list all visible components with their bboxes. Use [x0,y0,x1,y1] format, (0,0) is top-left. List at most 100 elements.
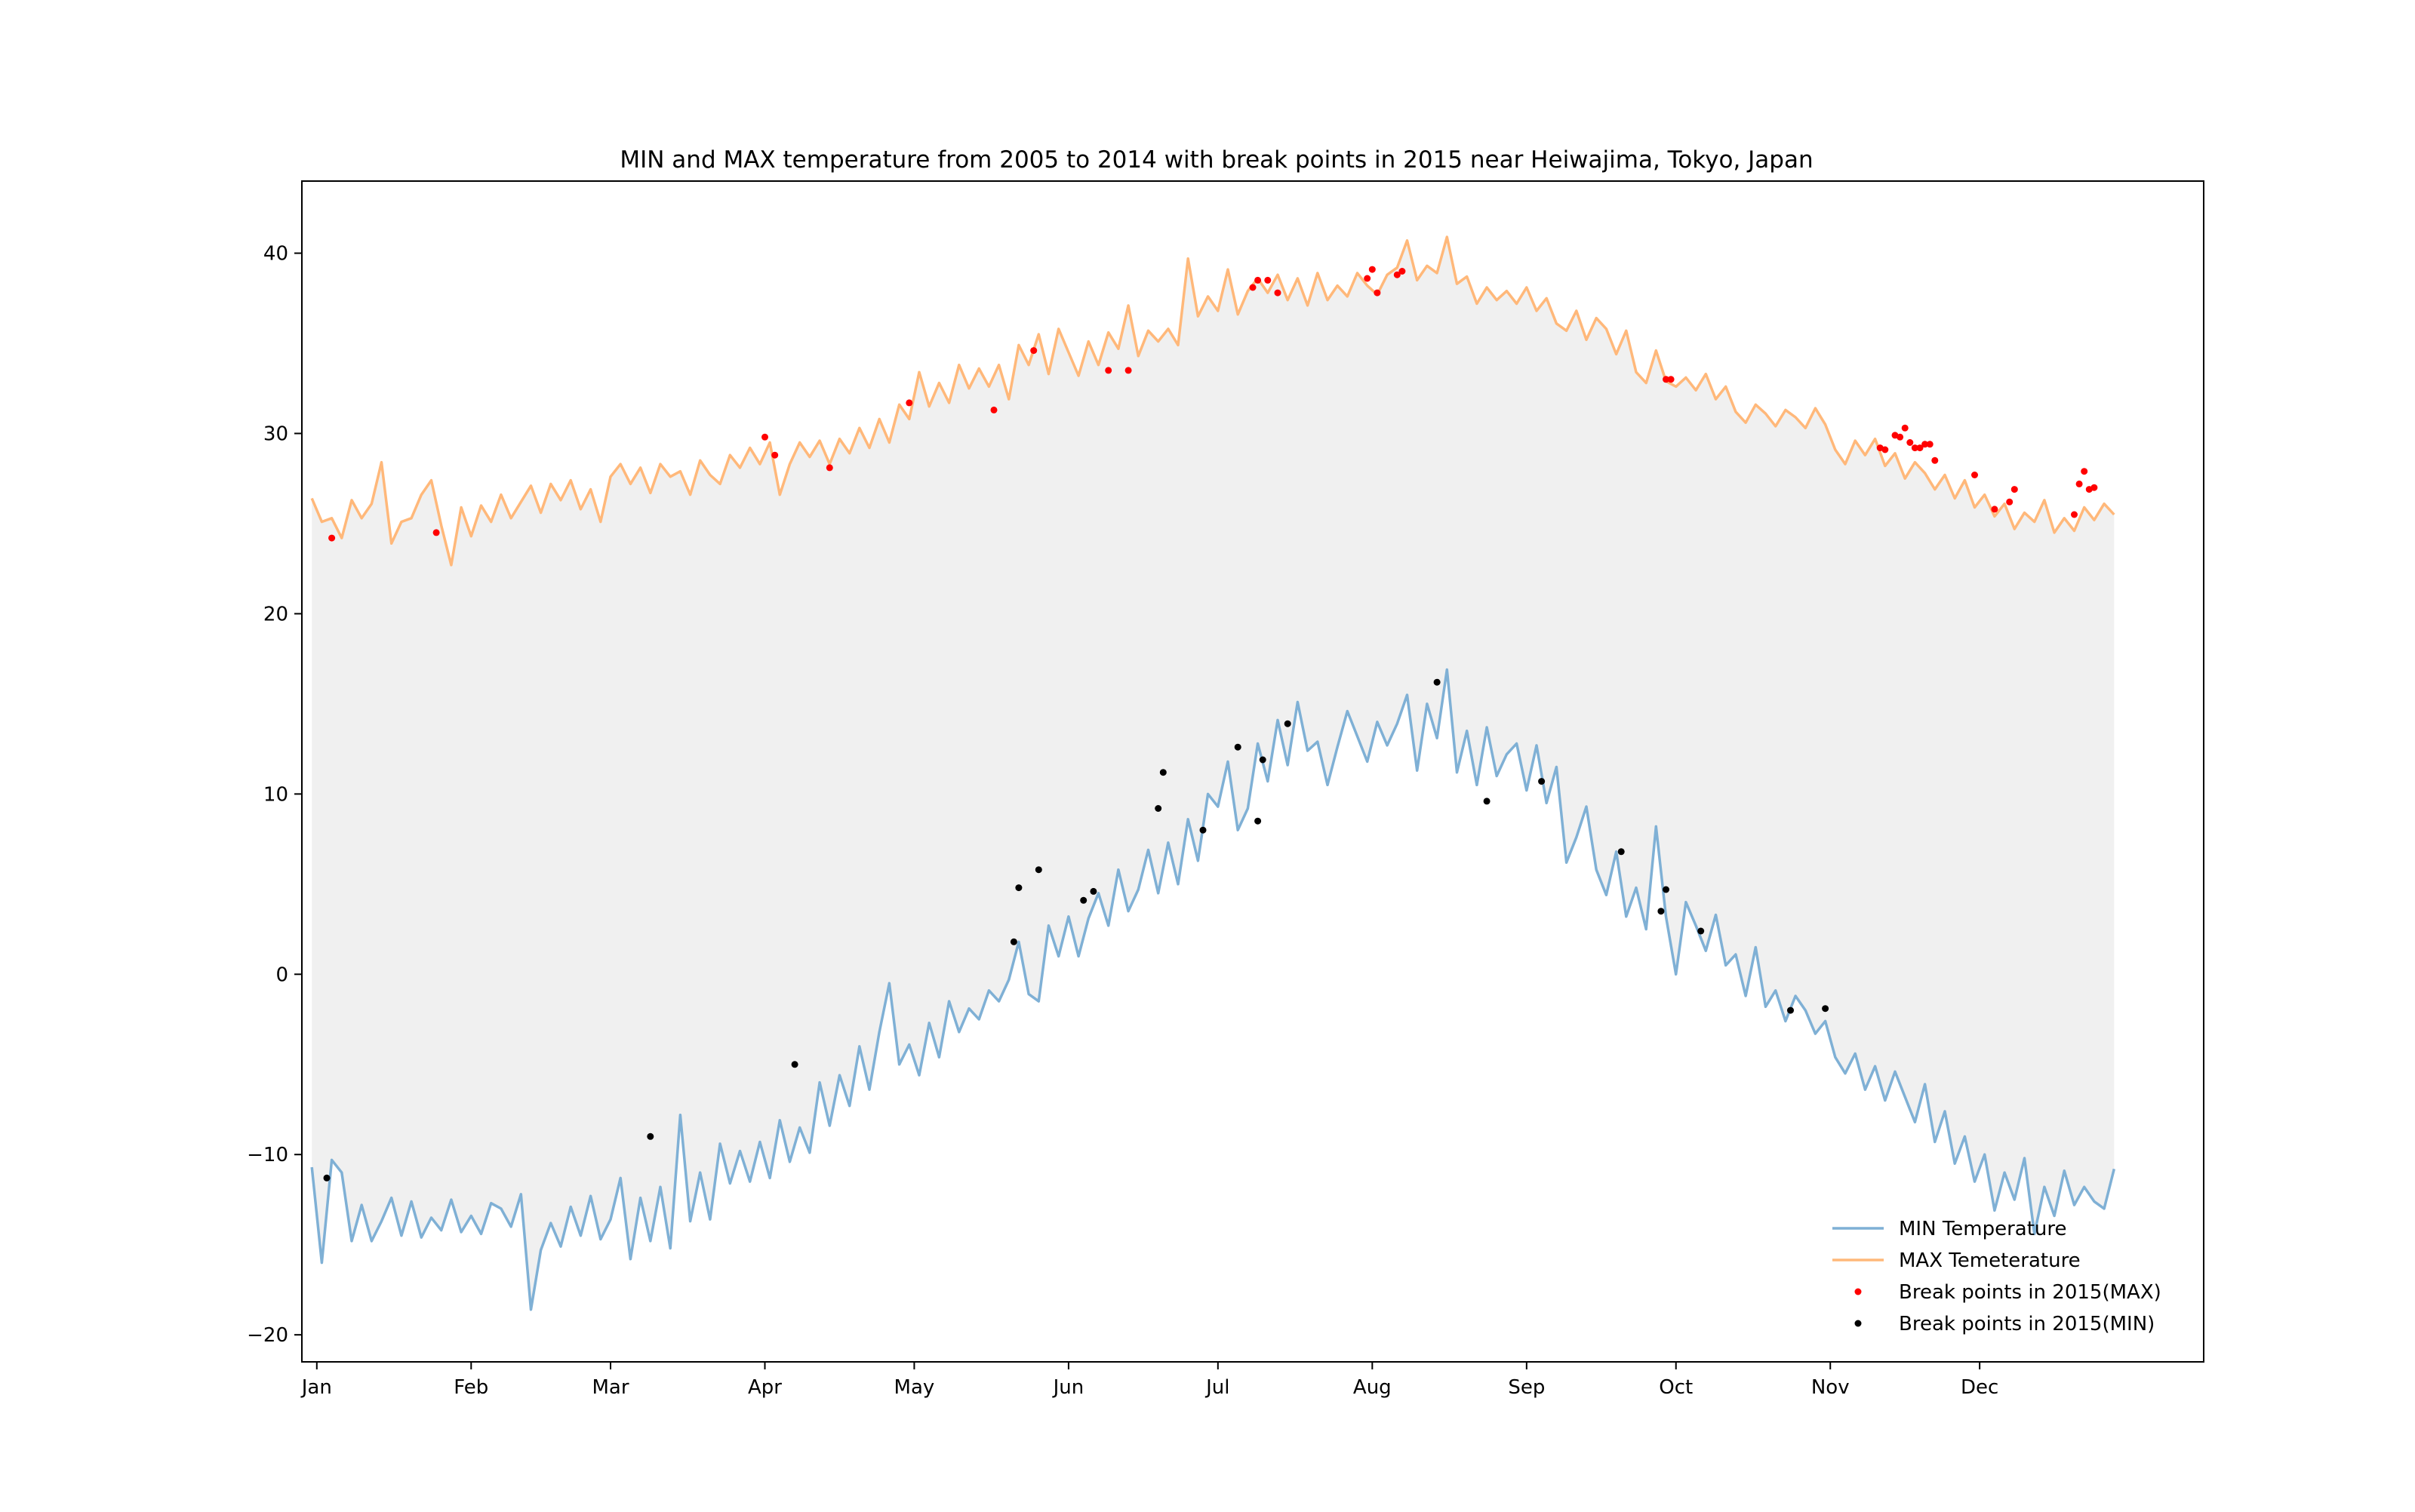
series-line-min-temperature [310,668,2115,1311]
point-break-points-in-2015-max-34 [2006,498,2014,506]
point-break-points-in-2015-max-7 [1030,347,1038,355]
point-break-points-in-2015-max-26 [1906,439,1914,446]
point-break-points-in-2015-min-14 [1284,720,1291,727]
y-tick-label--20: −20 [247,1324,288,1347]
y-tick-label-30: 30 [263,423,288,446]
point-break-points-in-2015-min-7 [1090,887,1097,895]
point-break-points-in-2015-max-10 [1249,284,1257,291]
point-break-points-in-2015-max-3 [771,451,779,459]
point-break-points-in-2015-max-8 [1105,367,1112,374]
y-axis: 40 30 20 10 0 −10 −20 [247,243,302,1347]
point-break-points-in-2015-max-2 [761,433,768,441]
point-break-points-in-2015-min-13 [1259,756,1266,764]
point-break-points-in-2015-max-12 [1264,276,1272,284]
point-break-points-in-2015-max-28 [1916,444,1924,452]
point-break-points-in-2015-max-29 [1921,441,1929,448]
point-break-points-in-2015-max-24 [1897,433,1904,441]
point-break-points-in-2015-min-17 [1538,778,1546,785]
y-tick-label--10: −10 [247,1144,288,1166]
y-tick-label-40: 40 [263,243,288,266]
point-break-points-in-2015-min-2 [791,1061,798,1068]
point-break-points-in-2015-max-15 [1368,266,1376,273]
point-break-points-in-2015-min-4 [1015,884,1023,892]
y-tick-label-20: 20 [263,603,288,625]
point-break-points-in-2015-min-18 [1617,848,1625,856]
point-break-points-in-2015-max-17 [1393,271,1401,278]
point-break-points-in-2015-max-14 [1364,275,1371,282]
point-break-points-in-2015-min-20 [1663,886,1669,893]
point-break-points-in-2015-max-33 [1991,506,1998,513]
fill-between-area [312,237,2115,1310]
point-break-points-in-2015-min-22 [1787,1006,1794,1014]
x-tick-label-apr: Apr [748,1376,782,1399]
y-tick-label-0: 0 [275,963,288,986]
point-break-points-in-2015-max-18 [1398,268,1406,275]
point-break-points-in-2015-max-16 [1374,289,1381,297]
point-break-points-in-2015-max-25 [1901,424,1909,432]
x-tick-label-mar: Mar [592,1376,629,1399]
point-break-points-in-2015-min-16 [1483,797,1491,805]
x-tick-label-may: May [894,1376,935,1399]
legend-label-max-temeterature: MAX Temeterature [1899,1249,2081,1272]
point-break-points-in-2015-max-4 [826,464,833,472]
point-break-points-in-2015-max-19 [1663,376,1669,383]
point-break-points-in-2015-min-21 [1697,927,1705,935]
point-break-points-in-2015-max-11 [1254,276,1262,284]
point-break-points-in-2015-max-0 [328,534,336,542]
point-break-points-in-2015-max-20 [1667,376,1675,383]
point-break-points-in-2015-max-36 [2071,511,2078,518]
x-tick-label-sep: Sep [1508,1376,1545,1399]
point-break-points-in-2015-max-30 [1926,441,1934,448]
legend-label-break-points-in-2015-max: Break points in 2015(MAX) [1899,1281,2161,1304]
point-break-points-in-2015-min-6 [1080,896,1088,904]
legend-label-min-temperature: MIN Temperature [1899,1218,2067,1240]
plot-frame [301,180,2204,1363]
point-break-points-in-2015-min-15 [1433,678,1441,686]
legend-swatch-break-points-in-2015-min [1854,1320,1862,1327]
point-break-points-in-2015-max-27 [1911,444,1918,452]
x-tick-label-jun: Jun [1052,1376,1084,1399]
point-break-points-in-2015-min-9 [1159,769,1167,776]
point-break-points-in-2015-max-9 [1124,367,1132,374]
point-break-points-in-2015-min-19 [1657,908,1665,915]
point-break-points-in-2015-max-13 [1274,289,1281,297]
x-tick-label-dec: Dec [1961,1376,1998,1399]
x-axis: Jan Feb Mar Apr May Jun Jul Aug Sep Oct Nov Dec [300,1362,1998,1399]
point-break-points-in-2015-max-22 [1881,446,1889,453]
point-break-points-in-2015-max-37 [2075,480,2083,487]
point-break-points-in-2015-min-3 [1010,938,1017,945]
x-tick-label-aug: Aug [1353,1376,1392,1399]
point-break-points-in-2015-min-1 [647,1132,654,1140]
point-break-points-in-2015-max-35 [2010,486,2018,493]
point-break-points-in-2015-min-5 [1035,866,1042,874]
point-break-points-in-2015-min-11 [1234,743,1241,751]
legend-label-break-points-in-2015-min: Break points in 2015(MIN) [1899,1313,2155,1335]
point-break-points-in-2015-max-40 [2090,484,2098,491]
y-tick-label-10: 10 [263,783,288,806]
break-points-layer [323,266,2098,1182]
point-break-points-in-2015-min-10 [1199,826,1207,834]
point-break-points-in-2015-max-6 [990,406,998,413]
point-break-points-in-2015-min-12 [1254,817,1262,825]
series-line-max-temeterature [310,235,2115,567]
legend: MIN Temperature MAX Temeterature Break poi… [1832,1218,2161,1335]
x-tick-label-nov: Nov [1811,1376,1850,1399]
x-tick-label-feb: Feb [454,1376,488,1399]
point-break-points-in-2015-max-5 [906,399,913,407]
point-break-points-in-2015-max-38 [2081,468,2088,475]
point-break-points-in-2015-max-31 [1931,456,1939,464]
point-break-points-in-2015-max-32 [1971,472,1978,478]
fill-between-layer [312,237,2115,1310]
chart-title: MIN and MAX temperature from 2005 to 201… [620,146,1813,174]
point-break-points-in-2015-min-8 [1155,805,1162,812]
x-tick-label-jan: Jan [300,1376,332,1399]
legend-swatch-break-points-in-2015-max [1854,1288,1862,1295]
point-break-points-in-2015-min-23 [1822,1005,1829,1013]
x-tick-label-oct: Oct [1659,1376,1693,1399]
point-break-points-in-2015-max-1 [432,529,440,536]
x-tick-label-jul: Jul [1204,1376,1229,1399]
point-break-points-in-2015-min-0 [323,1174,331,1182]
series-lines-layer [310,235,2115,1311]
